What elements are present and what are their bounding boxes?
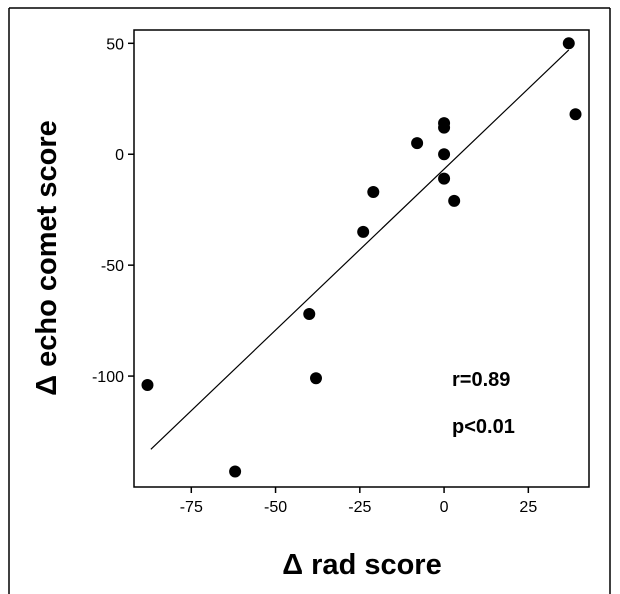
data-point [303,307,316,320]
data-point [438,172,451,185]
regression-line-group [150,49,570,450]
x-tick-label: -75 [180,499,203,516]
y-axis-label: Δ echo comet score [31,120,63,396]
data-point [310,372,322,385]
regression-line [150,49,570,450]
data-point [438,148,451,161]
data-point [357,225,370,238]
data-point [562,37,575,50]
y-tick-label: 50 [106,36,124,53]
data-points [141,37,582,478]
data-point [141,378,154,391]
x-tick-label: 25 [519,499,537,516]
y-tick-label: -50 [101,258,124,275]
y-axis-ticks: 50 0 -50 -100 [92,36,134,386]
data-point [411,137,424,150]
annotation-p-value: p<0.01 [452,416,515,438]
x-axis-label: Δ rad score [282,549,441,581]
data-point [367,185,380,198]
data-point [229,465,242,478]
y-tick-label: 0 [115,147,124,164]
y-tick-label: -100 [92,369,124,386]
x-tick-label: -50 [264,499,287,516]
x-tick-label: 0 [440,499,449,516]
data-point [438,121,451,134]
x-axis-ticks: -75 -50 -25 0 25 [180,487,537,516]
data-point [569,108,582,121]
x-tick-label: -25 [348,499,371,516]
plot-area [133,29,590,488]
annotation-r-value: r=0.89 [452,369,510,391]
data-point [448,194,461,207]
